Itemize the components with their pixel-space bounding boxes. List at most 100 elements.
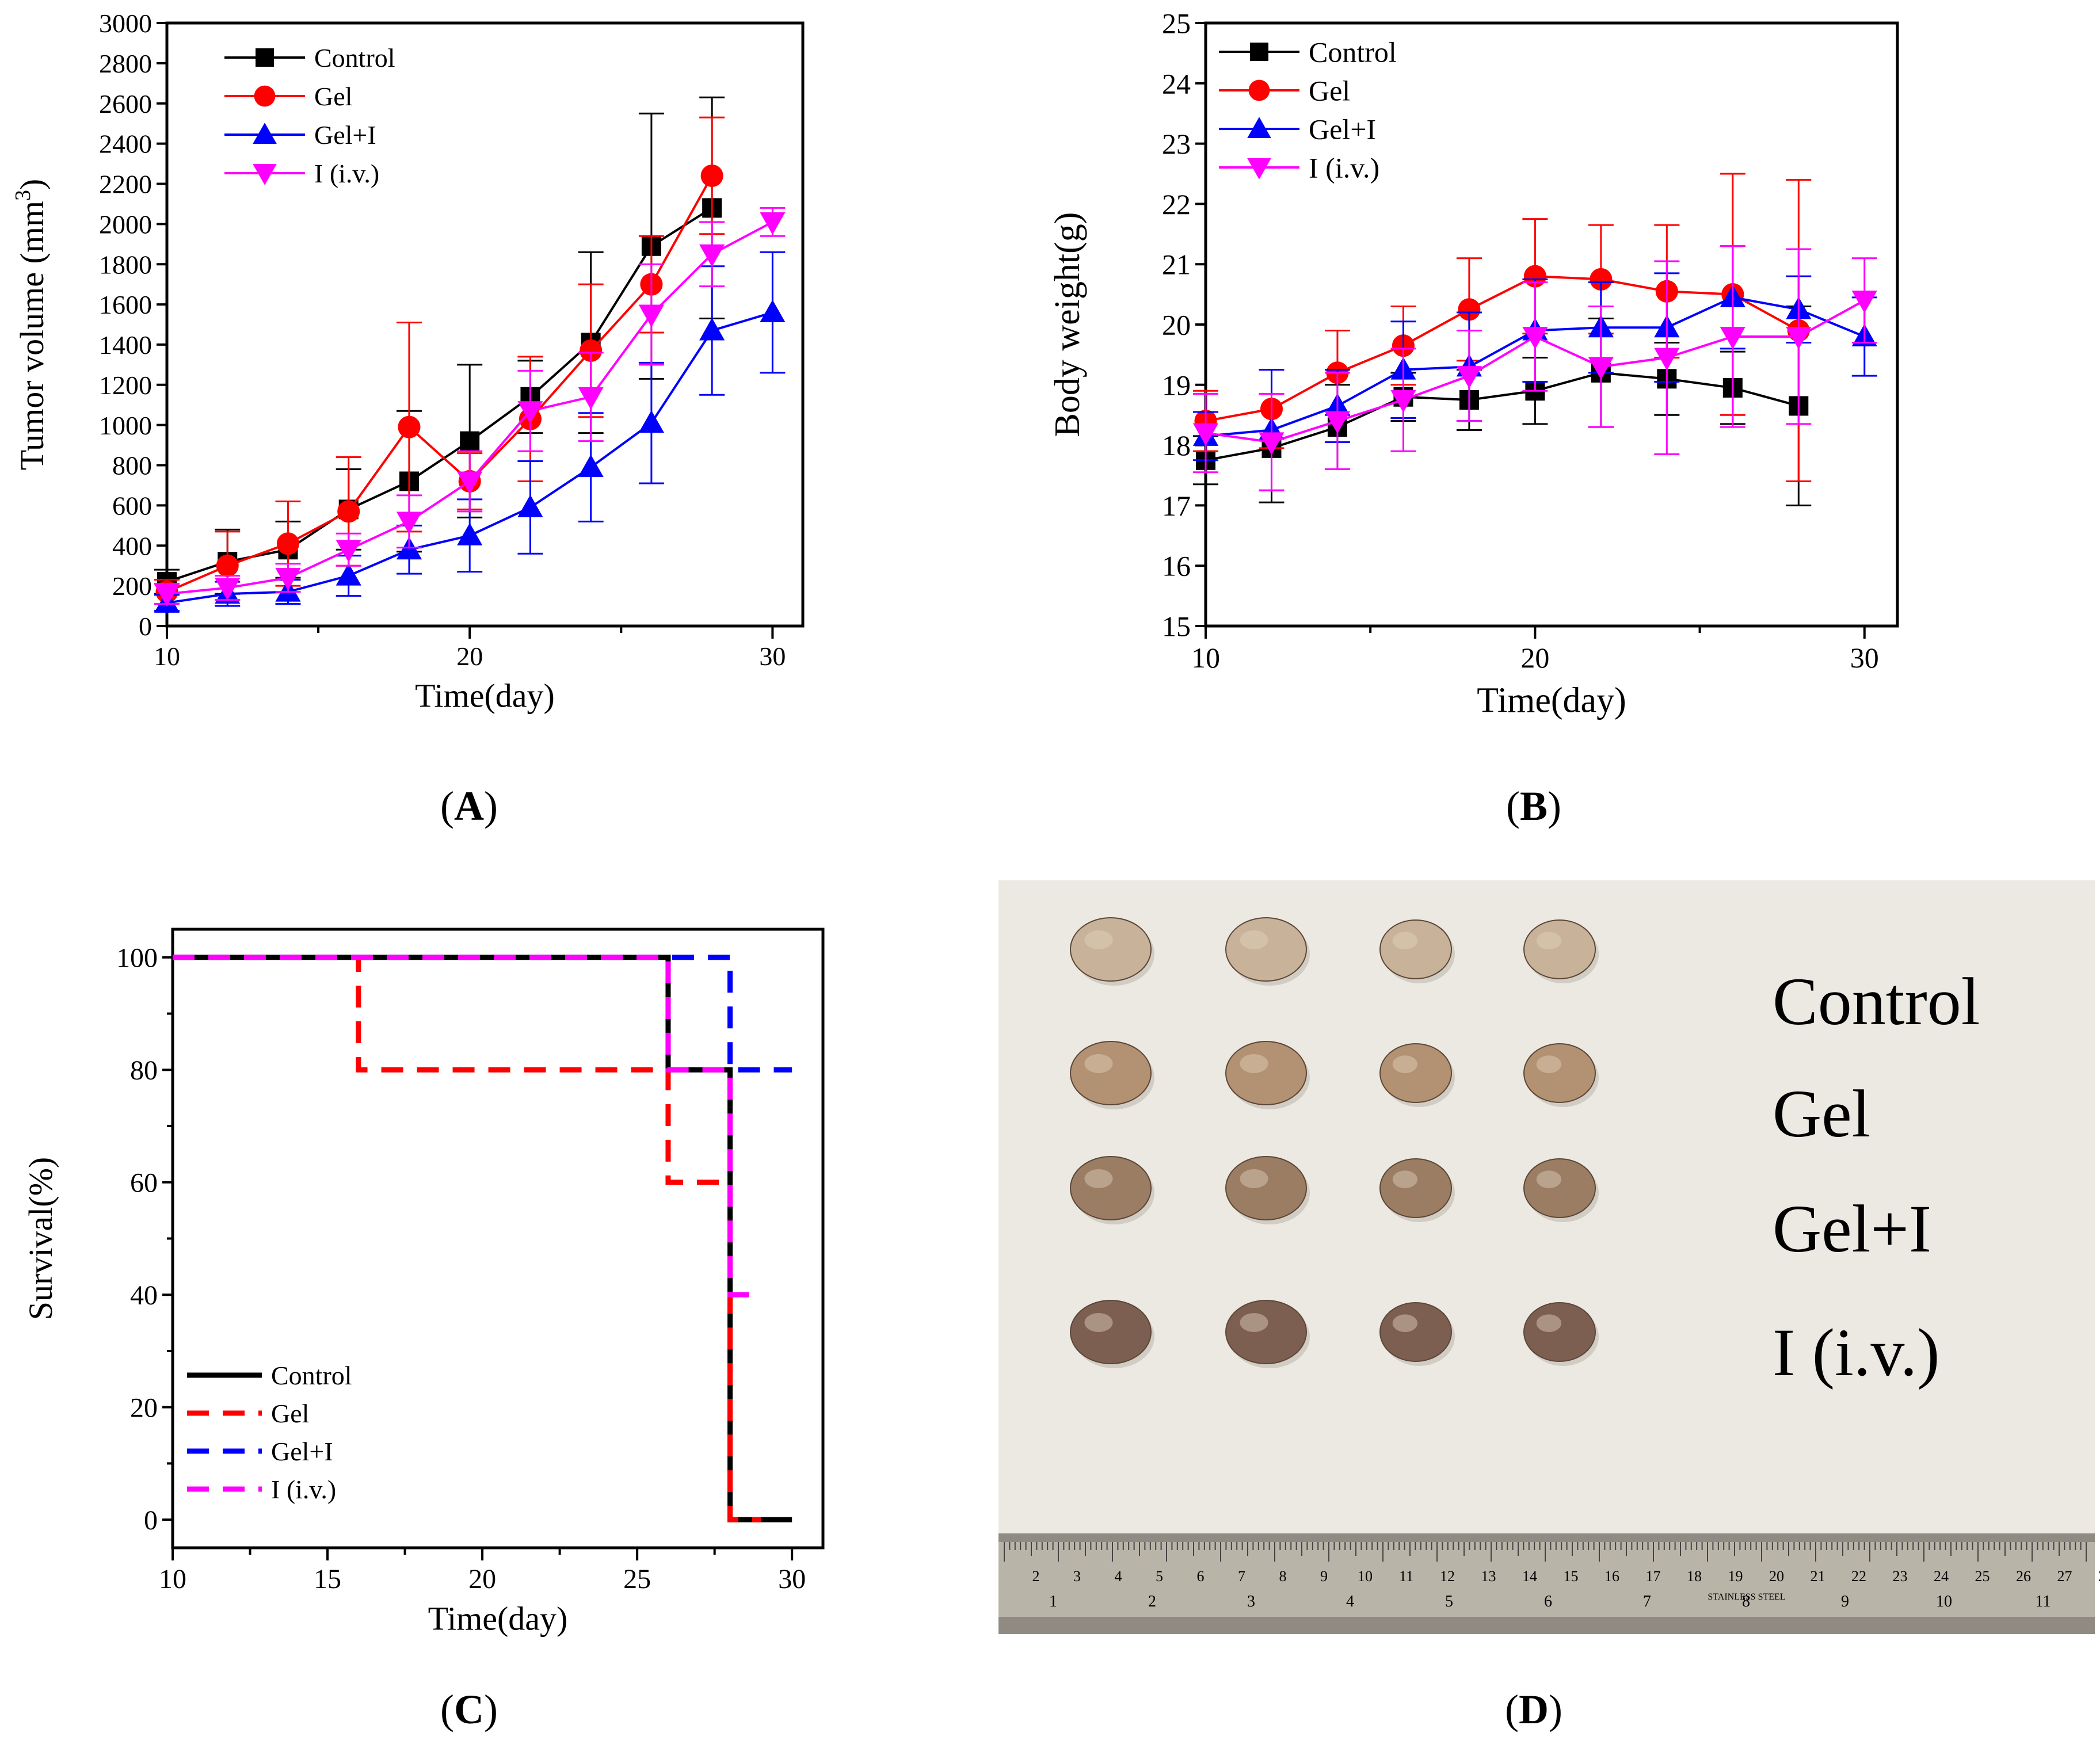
data-point (1851, 291, 1877, 314)
data-point (699, 244, 725, 267)
data-point (700, 164, 723, 188)
y-axis-label: Body weight(g) (1048, 212, 1087, 437)
tumor-highlight (1084, 1054, 1113, 1073)
legend-label: Control (1309, 36, 1397, 68)
legend-marker (1248, 79, 1270, 101)
ruler-brand: STAINLESS STEEL (1708, 1592, 1785, 1602)
data-point (460, 431, 480, 451)
data-point (1192, 423, 1219, 446)
data-point (699, 318, 725, 341)
tumor-highlight (1240, 1054, 1268, 1073)
series-gel-i (173, 955, 792, 1073)
ruler-number-top: 11 (1399, 1568, 1413, 1585)
ruler-number-top: 5 (1156, 1568, 1163, 1585)
x-tick-label: 20 (456, 642, 483, 671)
ruler-number-top: 19 (1728, 1568, 1743, 1585)
legend-label: Gel (1309, 75, 1350, 107)
data-point (580, 339, 603, 362)
ruler-number-top: 20 (1769, 1568, 1784, 1585)
ruler (998, 1542, 2095, 1617)
legend-label: Gel+I (1309, 113, 1376, 146)
y-tick-label: 80 (130, 1055, 158, 1086)
legend-marker (253, 123, 277, 144)
legend-label: Control (271, 1361, 352, 1390)
ruler-number-bottom: 5 (1445, 1593, 1453, 1611)
tumor-highlight (1392, 932, 1418, 949)
data-point (215, 578, 241, 601)
tumor-highlight (1392, 1314, 1418, 1332)
tumor-sample (1225, 1300, 1307, 1364)
tumor-highlight (1240, 1313, 1268, 1332)
data-point (517, 494, 543, 517)
y-tick-label: 15 (1162, 610, 1191, 643)
data-point (760, 299, 786, 323)
x-tick-label: 20 (468, 1564, 496, 1594)
x-axis-label: Time(day) (428, 1600, 568, 1638)
data-point (216, 554, 239, 577)
legend: Control Gel Gel+I I (i.v.) (224, 43, 395, 188)
y-tick-label: 2000 (99, 209, 152, 239)
tumor-sample (1523, 1043, 1596, 1103)
x-tick-label: 10 (1191, 642, 1220, 674)
legend-label: I (i.v.) (271, 1475, 336, 1504)
photo-label-gel: Gel (1773, 1076, 1870, 1151)
data-point (1786, 326, 1812, 350)
data-point (638, 410, 665, 433)
data-point (1590, 268, 1613, 291)
legend-marker (253, 164, 277, 185)
tumor-sample (1070, 1300, 1152, 1364)
data-point (457, 522, 483, 545)
ruler-number-bottom: 4 (1346, 1593, 1354, 1611)
legend-marker (1247, 117, 1271, 138)
ruler-number-top: 16 (1604, 1568, 1619, 1585)
ruler-number-top: 4 (1115, 1568, 1122, 1585)
y-tick-label: 2800 (99, 49, 152, 78)
tumor-highlight (1240, 1169, 1268, 1188)
tumor-highlight (1536, 1170, 1562, 1188)
tumor-sample (1379, 919, 1452, 979)
ruler-number-top: 27 (2057, 1568, 2072, 1585)
legend: Control Gel Gel+I I (i.v.) (1219, 36, 1397, 184)
y-tick-label: 19 (1162, 369, 1191, 401)
ruler-number-top: 26 (2016, 1568, 2031, 1585)
data-point (1390, 390, 1416, 413)
legend-label: Gel (271, 1399, 309, 1428)
legend: Control Gel Gel+I I (i.v.) (187, 1361, 352, 1504)
legend-marker (256, 48, 274, 67)
x-tick-label: 25 (623, 1564, 651, 1594)
tumor-highlight (1392, 1055, 1418, 1073)
plot-frame (165, 21, 805, 628)
y-tick-label: 21 (1162, 249, 1191, 281)
data-point (276, 532, 300, 555)
series-i-i-v (173, 955, 761, 1297)
y-tick-label: 100 (116, 943, 158, 974)
tumor-sample (1379, 1158, 1452, 1218)
data-point (578, 387, 604, 410)
x-tick-label: 30 (759, 642, 786, 671)
ruler-number-bottom: 6 (1544, 1593, 1552, 1611)
legend-marker (1247, 158, 1271, 180)
ruler-number-bottom: 9 (1841, 1593, 1849, 1611)
x-axis-label: Time(day) (415, 677, 555, 715)
tumor-highlight (1392, 1170, 1418, 1188)
y-tick-label: 18 (1162, 429, 1191, 461)
ruler-number-top: 8 (1279, 1568, 1287, 1585)
x-tick-label: 30 (778, 1564, 806, 1594)
series-line-i-i-v (173, 955, 761, 1297)
y-tick-label: 17 (1162, 490, 1191, 522)
data-point (517, 401, 543, 424)
y-tick-label: 16 (1162, 550, 1191, 582)
ruler-number-top: 18 (1687, 1568, 1702, 1585)
legend-marker (254, 85, 276, 107)
y-tick-label: 25 (1162, 7, 1191, 40)
data-point (337, 500, 360, 523)
tumor-sample (1523, 1302, 1596, 1362)
y-tick-label: 60 (130, 1168, 158, 1199)
data-point (396, 512, 422, 535)
ruler-number-top: 12 (1440, 1568, 1455, 1585)
tumor-sample (1070, 1156, 1152, 1220)
ruler-number-top: 10 (1358, 1568, 1373, 1585)
y-tick-label: 600 (112, 491, 152, 521)
y-tick-label: 22 (1162, 188, 1191, 220)
y-tick-label: 20 (130, 1392, 158, 1423)
